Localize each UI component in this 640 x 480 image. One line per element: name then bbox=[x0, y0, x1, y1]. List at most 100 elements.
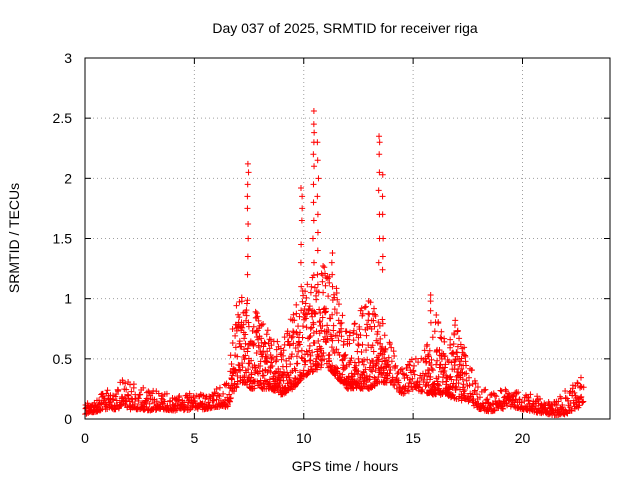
data-point bbox=[338, 333, 345, 340]
data-point bbox=[250, 323, 257, 330]
data-point bbox=[242, 352, 249, 359]
data-point bbox=[213, 386, 220, 393]
data-point bbox=[431, 328, 438, 335]
data-point bbox=[241, 356, 248, 363]
data-point bbox=[287, 361, 294, 368]
data-point bbox=[342, 351, 349, 358]
data-point bbox=[313, 366, 320, 373]
data-point bbox=[311, 163, 318, 170]
data-point bbox=[359, 341, 366, 348]
data-point bbox=[462, 353, 469, 360]
data-point bbox=[234, 378, 241, 385]
data-point bbox=[428, 362, 435, 369]
data-point bbox=[343, 363, 350, 370]
data-point bbox=[122, 380, 129, 387]
data-point bbox=[96, 397, 103, 404]
data-point bbox=[370, 317, 377, 324]
data-point bbox=[252, 364, 259, 371]
data-point bbox=[155, 390, 162, 397]
data-point bbox=[315, 175, 322, 182]
data-point bbox=[123, 386, 130, 393]
data-point bbox=[241, 335, 248, 342]
data-point bbox=[416, 384, 423, 391]
data-point bbox=[231, 388, 238, 395]
data-point bbox=[246, 360, 253, 367]
data-point bbox=[227, 395, 234, 402]
data-point bbox=[245, 235, 252, 242]
data-point bbox=[422, 383, 429, 390]
data-point bbox=[471, 387, 478, 394]
axis-ticks: 0 5 10 15 20 0 0.5 1 1.5 2 2.5 3 bbox=[53, 50, 610, 446]
data-point bbox=[317, 364, 324, 371]
data-point bbox=[294, 360, 301, 367]
data-point bbox=[112, 406, 119, 413]
data-point bbox=[377, 340, 384, 347]
data-point bbox=[314, 281, 321, 288]
data-point bbox=[197, 391, 204, 398]
data-point bbox=[429, 367, 436, 374]
data-point bbox=[424, 379, 431, 386]
data-point bbox=[405, 383, 412, 390]
data-point bbox=[513, 390, 520, 397]
data-point bbox=[310, 151, 317, 158]
data-point bbox=[450, 340, 457, 347]
data-point bbox=[328, 259, 335, 266]
data-point bbox=[334, 296, 341, 303]
data-point bbox=[309, 349, 316, 356]
data-point bbox=[373, 359, 380, 366]
data-point bbox=[580, 398, 587, 405]
data-point bbox=[312, 311, 319, 318]
data-point bbox=[146, 400, 153, 407]
data-point bbox=[99, 394, 106, 401]
data-point bbox=[251, 385, 258, 392]
data-point bbox=[443, 381, 450, 388]
data-point bbox=[463, 370, 470, 377]
data-point bbox=[453, 349, 460, 356]
data-point bbox=[293, 301, 300, 308]
data-point bbox=[252, 308, 259, 315]
data-point bbox=[297, 259, 304, 266]
data-point bbox=[258, 384, 265, 391]
data-point bbox=[319, 278, 326, 285]
data-point bbox=[335, 317, 342, 324]
data-point bbox=[229, 325, 236, 332]
data-point bbox=[232, 332, 239, 339]
data-point bbox=[558, 395, 565, 402]
data-point bbox=[311, 129, 318, 136]
data-point bbox=[210, 397, 217, 404]
data-point bbox=[357, 332, 364, 339]
data-point bbox=[326, 351, 333, 358]
data-point bbox=[403, 364, 410, 371]
data-point bbox=[254, 313, 261, 320]
data-point bbox=[233, 327, 240, 334]
data-point bbox=[509, 393, 516, 400]
data-point bbox=[476, 394, 483, 401]
data-point bbox=[314, 271, 321, 278]
data-point bbox=[380, 235, 387, 242]
data-point bbox=[379, 171, 386, 178]
data-point bbox=[296, 329, 303, 336]
data-point bbox=[305, 306, 312, 313]
data-point bbox=[408, 356, 415, 363]
data-point bbox=[295, 348, 302, 355]
data-point bbox=[433, 390, 440, 397]
data-point bbox=[306, 303, 313, 310]
data-point bbox=[280, 352, 287, 359]
data-point bbox=[319, 352, 326, 359]
data-point bbox=[374, 357, 381, 364]
data-point bbox=[379, 193, 386, 200]
data-point bbox=[237, 367, 244, 374]
data-point bbox=[296, 369, 303, 376]
data-point bbox=[427, 298, 434, 305]
data-point bbox=[302, 358, 309, 365]
data-point bbox=[244, 193, 251, 200]
data-point bbox=[511, 402, 518, 409]
data-point bbox=[390, 348, 397, 355]
data-point bbox=[493, 393, 500, 400]
data-point bbox=[298, 347, 305, 354]
data-point bbox=[115, 387, 122, 394]
data-point bbox=[329, 311, 336, 318]
data-point bbox=[376, 133, 383, 140]
data-point bbox=[239, 324, 246, 331]
